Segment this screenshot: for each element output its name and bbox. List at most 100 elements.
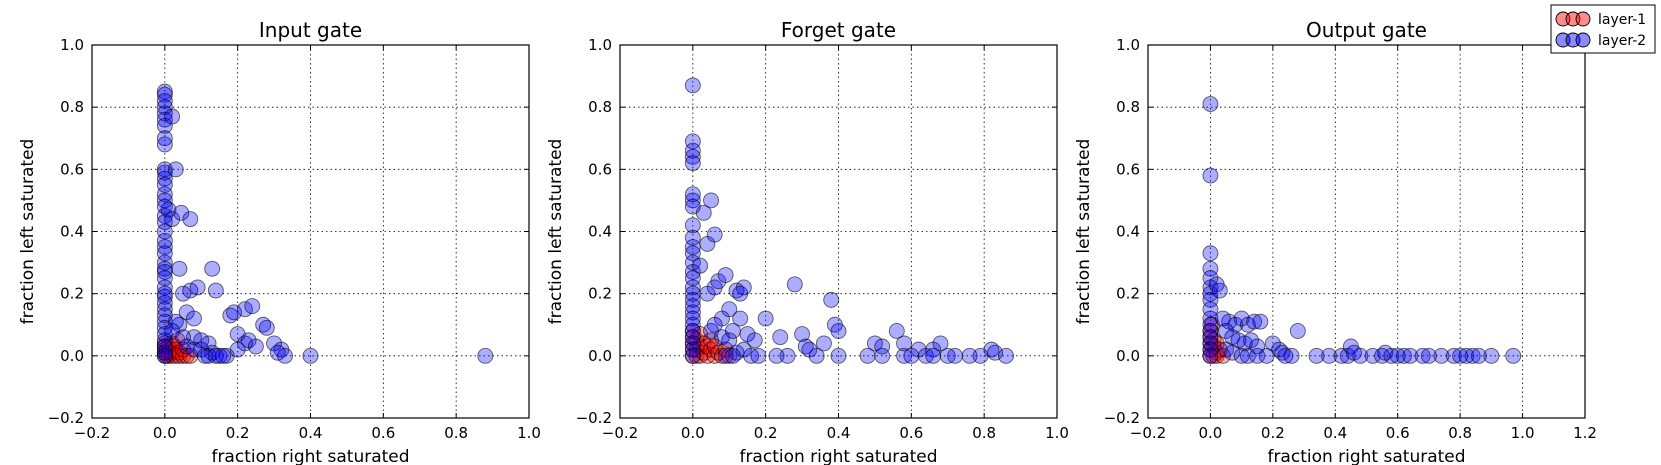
y-tick-label: 1.0	[60, 36, 84, 54]
data-point	[156, 338, 173, 355]
data-point	[156, 295, 173, 311]
data-point	[703, 192, 719, 209]
chart-panel-3: −0.2 0.0 0.2 0.4 0.6 0.8 1.0 1.2 −0.2 0.0 0.2 0.4 0.…	[1074, 18, 1597, 465]
data-point	[684, 192, 701, 209]
y-tick-label: 0.2	[1116, 285, 1140, 303]
data-point	[302, 347, 319, 364]
data-point	[1218, 323, 1234, 339]
data-point	[1445, 347, 1462, 364]
data-point	[1202, 310, 1219, 327]
axes-frame	[1147, 44, 1586, 419]
data-point	[196, 347, 213, 364]
x-tick-label: 0.2	[754, 424, 778, 442]
data-point	[757, 310, 774, 327]
y-tick-label: 0.0	[60, 347, 84, 365]
y-axis-label: fraction left saturated	[1074, 139, 1094, 325]
y-tick-label: −0.2	[1104, 409, 1140, 427]
axes-frame	[619, 44, 1058, 419]
data-point	[1458, 347, 1475, 364]
x-tick-label: 0.6	[371, 424, 395, 442]
x-tick-label: 0.4	[1323, 424, 1347, 442]
data-point	[1202, 260, 1219, 277]
data-point	[684, 335, 701, 352]
y-tick-label: 0.8	[1116, 98, 1140, 116]
x-tick-label: 0.0	[681, 424, 705, 442]
chart-panel-2: −0.2 0.0 0.2 0.4 0.6 0.8 1.0 −0.2 0.0 0.2 0.4 0.6 0.…	[546, 18, 1069, 465]
data-point	[692, 257, 709, 274]
data-point	[746, 332, 763, 349]
x-tick-label: 1.0	[1511, 424, 1535, 442]
x-axis-label: fraction right saturated	[1267, 447, 1465, 465]
legend-entry-layer-1: layer-1	[1555, 11, 1646, 28]
data-point	[1352, 347, 1369, 364]
x-tick-label: 0.6	[1386, 424, 1410, 442]
y-tick-label: 1.0	[1116, 36, 1140, 54]
x-tick-label: 0.6	[899, 424, 923, 442]
data-point	[972, 347, 989, 364]
data-point	[1389, 347, 1406, 364]
data-point	[204, 260, 221, 277]
data-point	[1243, 332, 1259, 349]
data-point	[1211, 282, 1228, 299]
x-tick-label: 0.8	[1448, 424, 1472, 442]
data-point	[830, 323, 847, 339]
data-point	[684, 291, 701, 308]
data-point	[156, 288, 173, 305]
data-point	[167, 313, 184, 330]
data-point	[684, 155, 701, 172]
data-point	[186, 310, 202, 327]
data-point	[258, 319, 275, 336]
data-point	[1252, 313, 1269, 330]
data-point	[695, 204, 712, 221]
data-point	[164, 211, 181, 228]
data-point	[1202, 270, 1219, 287]
data-point	[156, 301, 173, 318]
y-tick-label: −0.2	[48, 409, 84, 427]
data-point	[684, 347, 701, 364]
x-tick-label: 0.4	[299, 424, 323, 442]
data-point	[684, 148, 701, 165]
data-point	[1205, 332, 1222, 349]
data-point	[684, 298, 701, 315]
data-point	[1283, 347, 1300, 364]
data-point	[779, 347, 796, 364]
x-tick-label: 0.0	[153, 424, 177, 442]
data-point	[1202, 341, 1219, 358]
legend-marker	[1575, 11, 1591, 27]
y-tick-label: 0.0	[588, 347, 612, 365]
data-point	[215, 347, 232, 364]
data-point	[1239, 347, 1256, 364]
data-point	[815, 335, 832, 352]
data-point	[888, 323, 905, 339]
data-point	[684, 142, 701, 159]
data-point	[794, 326, 811, 343]
data-point	[1433, 347, 1450, 364]
data-point	[156, 279, 173, 296]
scatter-points	[156, 83, 494, 364]
x-tick-label: 1.0	[1045, 424, 1069, 442]
chart-title: Output gate	[1306, 18, 1427, 42]
data-point	[156, 223, 173, 240]
data-point	[1402, 347, 1419, 364]
y-tick-label: 0.4	[1116, 223, 1140, 241]
data-point	[156, 92, 173, 109]
data-point	[189, 279, 206, 296]
data-point	[1271, 341, 1288, 358]
data-point	[1202, 329, 1219, 346]
data-point	[717, 267, 734, 283]
x-tick-label: 0.4	[827, 424, 851, 442]
data-point	[156, 170, 173, 187]
data-point	[1420, 347, 1437, 364]
data-point	[724, 347, 741, 364]
data-point	[1277, 347, 1294, 364]
chart-panel-1: −0.2 0.0 0.2 0.4 0.6 0.8 1.0 −0.2 0.0 0.2 0.4 0.6 0.…	[18, 18, 541, 465]
data-point	[932, 335, 949, 352]
data-point	[1483, 347, 1500, 364]
data-point	[229, 341, 246, 358]
data-point	[721, 332, 738, 349]
data-point	[925, 347, 942, 364]
data-point	[156, 347, 173, 364]
data-point	[1202, 96, 1219, 113]
data-point	[156, 270, 173, 287]
